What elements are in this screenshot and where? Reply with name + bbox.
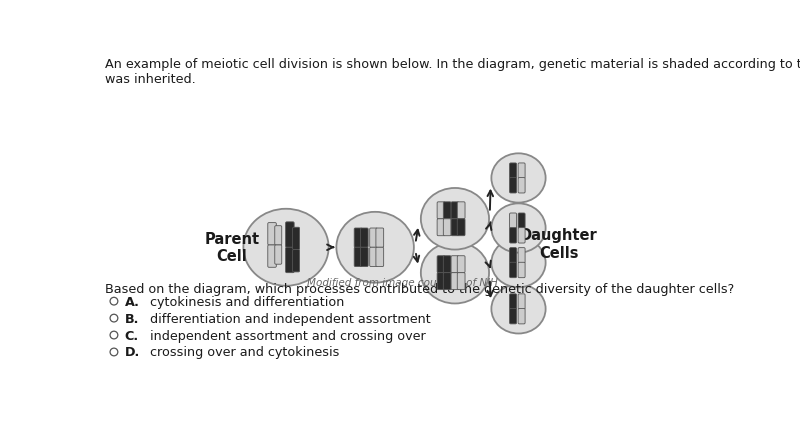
FancyBboxPatch shape (443, 202, 451, 219)
Text: Parent
Cell: Parent Cell (204, 232, 259, 264)
FancyBboxPatch shape (443, 256, 451, 273)
FancyBboxPatch shape (443, 219, 451, 236)
FancyBboxPatch shape (274, 245, 282, 265)
Text: Modified from image courtesy of NIH: Modified from image courtesy of NIH (307, 277, 498, 287)
FancyBboxPatch shape (451, 202, 459, 219)
FancyBboxPatch shape (293, 250, 299, 272)
FancyBboxPatch shape (458, 202, 465, 219)
FancyBboxPatch shape (510, 248, 517, 263)
FancyBboxPatch shape (510, 178, 517, 194)
FancyBboxPatch shape (376, 248, 384, 267)
FancyBboxPatch shape (437, 273, 445, 290)
Text: C.: C. (125, 329, 139, 342)
Text: Daughter
Cells: Daughter Cells (520, 228, 598, 260)
FancyBboxPatch shape (443, 273, 451, 290)
FancyBboxPatch shape (451, 219, 459, 236)
FancyBboxPatch shape (268, 223, 276, 245)
FancyBboxPatch shape (286, 248, 294, 273)
Text: B.: B. (125, 312, 139, 325)
Text: cytokinesis and differentiation: cytokinesis and differentiation (150, 295, 345, 308)
FancyBboxPatch shape (437, 202, 445, 219)
FancyBboxPatch shape (518, 163, 525, 179)
FancyBboxPatch shape (437, 219, 445, 236)
Text: crossing over and cytokinesis: crossing over and cytokinesis (150, 346, 340, 359)
Ellipse shape (491, 154, 546, 203)
FancyBboxPatch shape (268, 245, 276, 268)
FancyBboxPatch shape (518, 228, 525, 244)
Text: differentiation and independent assortment: differentiation and independent assortme… (150, 312, 431, 325)
FancyBboxPatch shape (451, 273, 459, 290)
FancyBboxPatch shape (518, 309, 525, 324)
FancyBboxPatch shape (370, 229, 378, 248)
FancyBboxPatch shape (437, 256, 445, 273)
Text: Based on the diagram, which processes contributed to the genetic diversity of th: Based on the diagram, which processes co… (106, 282, 734, 295)
FancyBboxPatch shape (361, 229, 368, 248)
FancyBboxPatch shape (361, 248, 368, 267)
FancyBboxPatch shape (458, 273, 465, 290)
FancyBboxPatch shape (510, 213, 517, 229)
FancyBboxPatch shape (518, 248, 525, 263)
FancyBboxPatch shape (510, 228, 517, 244)
FancyBboxPatch shape (286, 223, 294, 248)
Ellipse shape (243, 209, 329, 286)
Text: A.: A. (125, 295, 140, 308)
FancyBboxPatch shape (458, 256, 465, 273)
FancyBboxPatch shape (518, 294, 525, 310)
FancyBboxPatch shape (510, 309, 517, 324)
FancyBboxPatch shape (451, 256, 459, 273)
FancyBboxPatch shape (354, 248, 362, 267)
Ellipse shape (421, 188, 489, 250)
FancyBboxPatch shape (510, 163, 517, 179)
Ellipse shape (421, 242, 489, 304)
FancyBboxPatch shape (518, 213, 525, 229)
FancyBboxPatch shape (458, 219, 465, 236)
FancyBboxPatch shape (354, 229, 362, 248)
FancyBboxPatch shape (274, 226, 282, 245)
Ellipse shape (491, 238, 546, 288)
Ellipse shape (491, 204, 546, 253)
FancyBboxPatch shape (293, 228, 299, 250)
Ellipse shape (336, 212, 414, 283)
FancyBboxPatch shape (510, 294, 517, 310)
FancyBboxPatch shape (518, 178, 525, 194)
FancyBboxPatch shape (376, 229, 384, 248)
Text: D.: D. (125, 346, 140, 359)
Text: independent assortment and crossing over: independent assortment and crossing over (150, 329, 426, 342)
FancyBboxPatch shape (370, 248, 378, 267)
FancyBboxPatch shape (518, 263, 525, 278)
FancyBboxPatch shape (510, 263, 517, 278)
Text: An example of meiotic cell division is shown below. In the diagram, genetic mate: An example of meiotic cell division is s… (106, 58, 800, 86)
Ellipse shape (491, 285, 546, 334)
